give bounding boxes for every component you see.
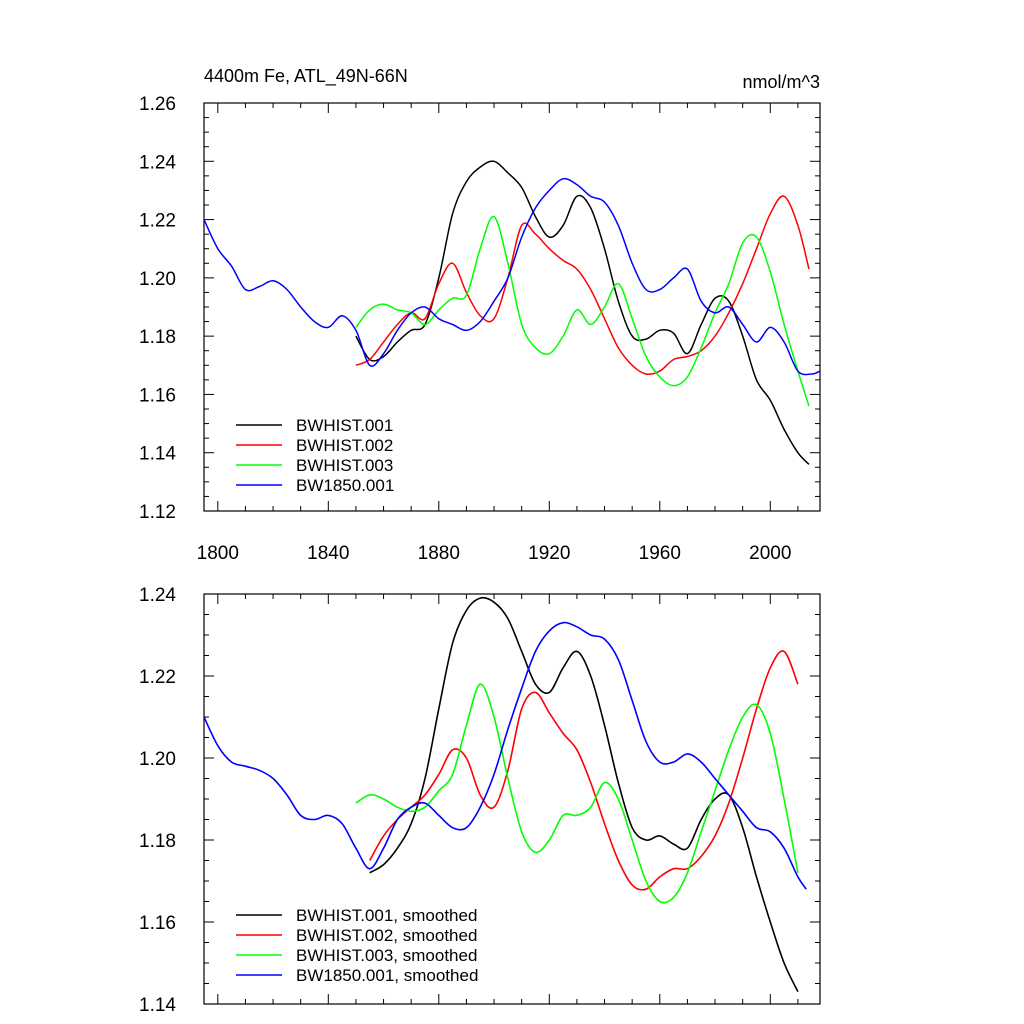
legend-label: BWHIST.002, smoothed (296, 926, 477, 945)
bottom-tick-marks (204, 593, 820, 1005)
legend-label: BWHIST.001 (296, 416, 393, 435)
y-tick-label: 1.16 (139, 385, 176, 406)
y-tick-label: 1.14 (139, 444, 176, 465)
y-tick-label: 1.14 (139, 995, 176, 1016)
series-line-bwhist-003 (355, 215, 810, 407)
top-panel-title: 4400m Fe, ATL_49N-66N (204, 66, 408, 87)
y-tick-label: 1.20 (139, 269, 176, 290)
legend-label: BWHIST.001, smoothed (296, 906, 477, 925)
legend-label: BW1850.001, smoothed (296, 966, 478, 985)
legend-label: BWHIST.003 (296, 456, 393, 475)
y-tick-label: 1.22 (139, 667, 176, 688)
y-tick-label: 1.20 (139, 749, 176, 770)
y-tick-label: 1.24 (139, 152, 176, 173)
series-line-bw1850-001-smoothed (203, 621, 807, 890)
bottom-series-lines (203, 596, 807, 993)
top-x-tick-labels: 1800 1840 1880 1920 1960 2000 (197, 543, 792, 564)
x-tick-label: 1880 (418, 543, 460, 564)
top-panel: 4400m Fe, ATL_49N-66N nmol/m^3 1.121.141… (139, 66, 821, 564)
y-tick-label: 1.26 (139, 94, 176, 115)
bottom-panel: 1.14 1.16 1.18 1.20 1.22 1.24 BWHIST.001, smo… (139, 585, 821, 1016)
legend-label: BW1850.001 (296, 476, 394, 495)
legend-label: BWHIST.003, smoothed (296, 946, 477, 965)
top-panel-units: nmol/m^3 (743, 72, 820, 92)
series-line-bwhist-003-smoothed (355, 683, 799, 904)
legend-label: BWHIST.002 (296, 436, 393, 455)
top-y-tick-labels: 1.12 1.14 1.16 1.18 1.20 1.22 1.24 1.26 (139, 94, 176, 523)
y-tick-label: 1.12 (139, 502, 176, 523)
x-tick-label: 1920 (528, 543, 570, 564)
y-tick-label: 1.24 (139, 585, 176, 606)
y-tick-label: 1.18 (139, 831, 176, 852)
series-line-bw1850-001 (203, 177, 821, 376)
x-tick-label: 2000 (749, 543, 791, 564)
x-tick-label: 1800 (197, 543, 239, 564)
top-series-lines (203, 160, 821, 465)
series-line-bwhist-002-smoothed (369, 650, 799, 891)
x-tick-label: 1960 (639, 543, 681, 564)
bottom-y-tick-labels: 1.14 1.16 1.18 1.20 1.22 1.24 (139, 585, 176, 1016)
y-tick-label: 1.22 (139, 211, 176, 232)
series-line-bwhist-002 (355, 195, 810, 376)
x-tick-label: 1840 (307, 543, 349, 564)
y-tick-label: 1.18 (139, 327, 176, 348)
top-tick-marks (204, 102, 820, 512)
y-tick-label: 1.16 (139, 913, 176, 934)
